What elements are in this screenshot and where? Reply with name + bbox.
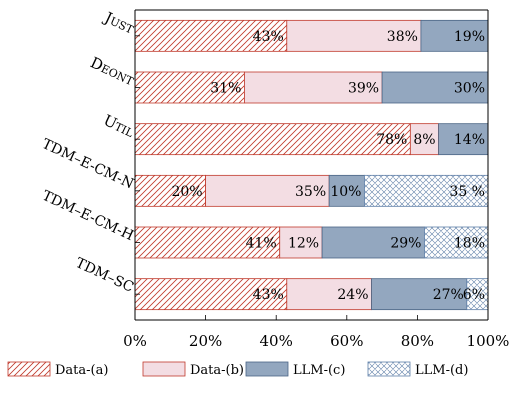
x-tick-label: 80% xyxy=(401,332,434,350)
legend-swatch xyxy=(7,361,51,377)
legend-label: Data-(b) xyxy=(190,363,244,378)
legend-swatch xyxy=(245,361,289,377)
data-label: 24% xyxy=(337,287,368,303)
x-tick-label: 60% xyxy=(330,332,363,350)
bar-data-b--2 xyxy=(409,123,439,156)
legend-swatch xyxy=(367,361,411,377)
data-label: 38% xyxy=(387,29,418,45)
data-label: 43% xyxy=(253,29,284,45)
category-label: UTIL xyxy=(101,111,138,141)
data-label: 41% xyxy=(246,236,277,252)
bar-data-b--5 xyxy=(286,278,372,311)
legend-label: LLM-(d) xyxy=(415,363,468,378)
data-label: 27% xyxy=(433,287,464,303)
x-tick-label: 40% xyxy=(260,332,293,350)
data-label: 43% xyxy=(253,287,284,303)
bar-data-a--0 xyxy=(134,19,288,52)
bar-data-b--0 xyxy=(286,19,422,52)
bar-llm-d--3 xyxy=(364,174,489,207)
bar-llm-c--1 xyxy=(381,71,489,104)
data-label: 14% xyxy=(454,132,485,148)
bar-llm-d--4 xyxy=(424,226,489,259)
bar-llm-c--0 xyxy=(420,19,489,52)
data-label: 30% xyxy=(454,81,485,97)
data-label: 78% xyxy=(376,132,407,148)
category-label: TDM–SC xyxy=(73,255,136,296)
legend-label: LLM-(c) xyxy=(293,363,345,378)
bar-data-b--4 xyxy=(279,226,323,259)
data-label: 29% xyxy=(390,236,421,252)
bar-data-a--4 xyxy=(134,226,281,259)
legend: Data-(a) Data-(b) LLM-(c) LLM-(d) xyxy=(7,361,468,378)
legend-swatch xyxy=(142,361,186,377)
data-label: 6% xyxy=(463,287,485,303)
data-label: 12% xyxy=(288,236,319,252)
data-label: 39% xyxy=(348,81,379,97)
data-label: 35 % xyxy=(449,184,485,200)
bar-data-b--3 xyxy=(205,174,330,207)
data-label: 19% xyxy=(454,29,485,45)
x-tick-label: 20% xyxy=(189,332,222,350)
x-tick-label: 100% xyxy=(467,332,510,350)
category-label: TDM–E-CM-H xyxy=(40,188,137,244)
plot-area: 43% 38% 19% 31% 39% 30% 78% 8% 14% 20% 35% 10% 35 % 4… xyxy=(134,19,489,311)
x-tick-label: 0% xyxy=(123,332,147,350)
legend-label: Data-(a) xyxy=(55,363,108,378)
data-label: 18% xyxy=(454,236,485,252)
data-label: 35% xyxy=(295,184,326,200)
category-label: TDM–E-CM-N xyxy=(39,136,136,192)
bar-data-a--2 xyxy=(134,123,411,156)
bar-data-b--1 xyxy=(244,71,383,104)
category-label: JUST xyxy=(100,8,137,38)
data-label: 20% xyxy=(171,184,202,200)
data-label: 31% xyxy=(210,81,241,97)
bar-llm-c--5 xyxy=(371,278,468,311)
data-label: 8% xyxy=(413,132,435,148)
category-label: DEONT xyxy=(88,53,138,89)
bar-llm-c--2 xyxy=(438,123,489,156)
data-label: 10% xyxy=(330,184,361,200)
